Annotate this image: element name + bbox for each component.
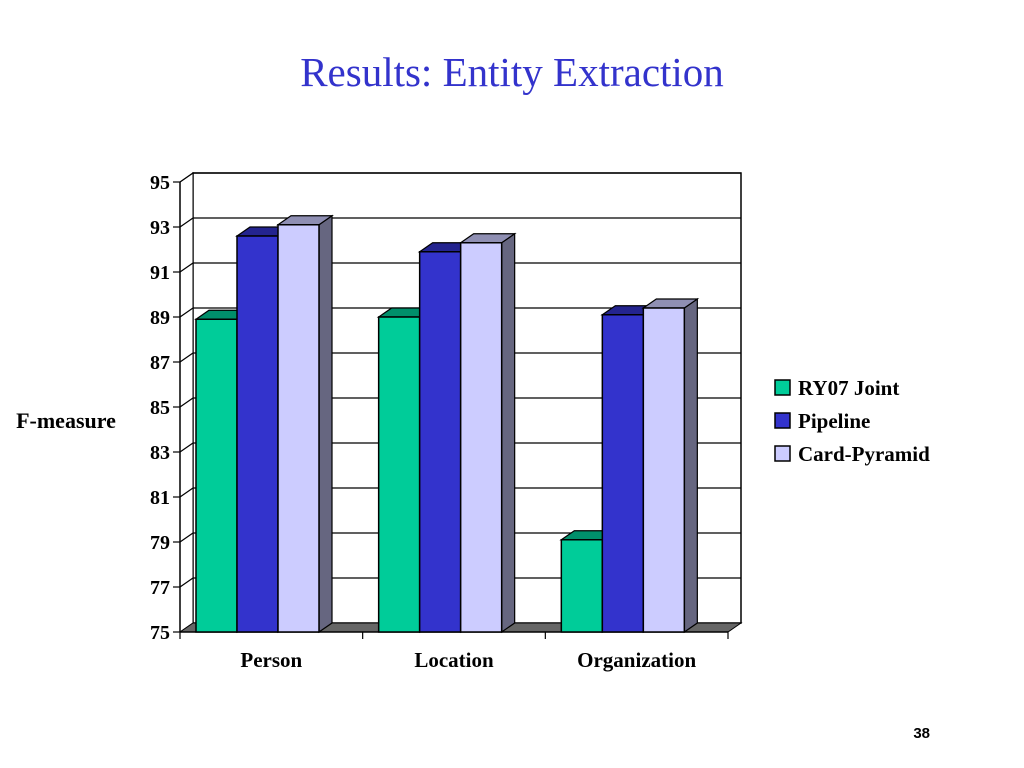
legend-label: Card-Pyramid — [798, 442, 930, 466]
gridline — [179, 352, 741, 363]
chart-gridlines — [179, 172, 741, 588]
bar — [641, 297, 700, 634]
chart-legend: RY07 Joint Pipeline Card-Pyramid — [774, 376, 930, 466]
gridline — [179, 442, 741, 453]
gridline — [179, 217, 741, 228]
y-tick-label: 79 — [150, 532, 170, 554]
chart-bars — [194, 214, 700, 634]
y-axis-title: F-measure — [16, 408, 116, 433]
gridline — [179, 532, 741, 543]
y-tick-label: 85 — [150, 397, 170, 419]
slide-title: Results: Entity Extraction — [300, 49, 724, 95]
legend-swatch — [774, 379, 791, 396]
gridline — [179, 172, 741, 183]
bar — [276, 214, 334, 634]
gridline — [179, 487, 741, 498]
x-tick-label: Person — [240, 648, 302, 672]
y-tick-label: 87 — [150, 352, 170, 374]
legend-label: Pipeline — [798, 409, 870, 433]
gridline — [179, 397, 741, 408]
y-tick-label: 83 — [150, 442, 170, 464]
legend-label: RY07 Joint — [798, 376, 899, 400]
legend-item: RY07 Joint — [774, 376, 899, 400]
gridline — [179, 262, 741, 273]
y-tick-label: 75 — [150, 622, 170, 644]
legend-item: Pipeline — [774, 409, 870, 433]
y-tick-label: 93 — [150, 217, 170, 239]
x-tick-label: Organization — [577, 648, 696, 672]
y-tick-label: 89 — [150, 307, 170, 329]
legend-swatch — [774, 412, 791, 429]
slide-number: 38 — [913, 725, 930, 742]
chart-x-axis: Person Location Organization — [179, 632, 729, 672]
y-tick-label: 91 — [150, 262, 170, 284]
legend-swatch — [774, 445, 791, 462]
bar — [458, 232, 517, 634]
legend-item: Card-Pyramid — [774, 442, 930, 466]
y-tick-label: 81 — [150, 487, 170, 509]
gridline — [179, 577, 741, 588]
y-tick-label: 77 — [150, 577, 170, 599]
y-tick-label: 95 — [150, 172, 170, 194]
x-tick-label: Location — [414, 648, 494, 672]
gridline — [179, 307, 741, 318]
